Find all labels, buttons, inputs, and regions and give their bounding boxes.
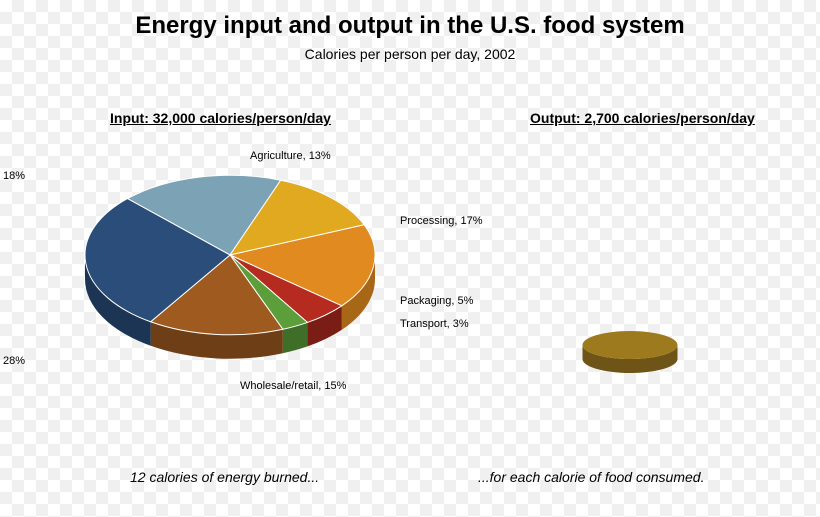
pie-slice-label: Wholesale/retail, 15% xyxy=(240,380,346,392)
input-header: Input: 32,000 calories/person/day xyxy=(110,110,331,126)
subtitle: Calories per person per day, 2002 xyxy=(0,46,820,62)
main-title: Energy input and output in the U.S. food… xyxy=(0,12,820,40)
disc-svg xyxy=(580,330,680,380)
pie-slice-label: Out-of-home, 18% xyxy=(0,170,25,182)
pie-slice-label: Processing, 17% xyxy=(400,215,483,227)
output-disc xyxy=(580,330,680,370)
pie-svg xyxy=(80,160,380,380)
pie-slice-label: Agriculture, 13% xyxy=(250,150,331,162)
output-header: Output: 2,700 calories/person/day xyxy=(530,110,755,126)
pie-slice-label: Household, 28% xyxy=(0,355,25,367)
output-disc-top xyxy=(583,331,678,359)
footer-left: 12 calories of energy burned... xyxy=(130,469,319,485)
pie-slice-label: Transport, 3% xyxy=(400,318,469,330)
input-pie-chart xyxy=(80,160,380,380)
footer-right: ...for each calorie of food consumed. xyxy=(478,469,704,485)
pie-slice-label: Packaging, 5% xyxy=(400,295,473,307)
